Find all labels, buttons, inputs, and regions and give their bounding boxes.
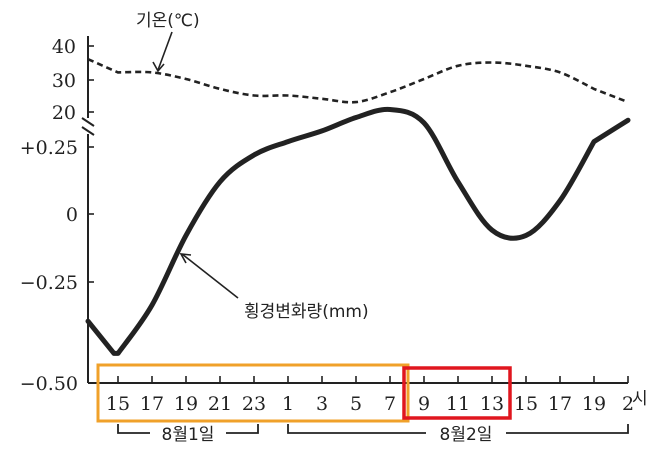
x-tick-label: 17	[140, 393, 164, 415]
x-tick-label: 15	[106, 393, 130, 415]
strain-ticks: +0.25 0 −0.25 −0.50	[20, 137, 94, 395]
x-ticks	[117, 376, 629, 383]
x-tick-label: 17	[548, 393, 572, 415]
x-tick-label: 13	[480, 393, 504, 415]
temperature-pointer-arrowhead	[152, 61, 165, 73]
x-tick-label: 19	[582, 393, 606, 415]
temperature-label-pointer	[157, 31, 173, 71]
strain-series-label: 횡경변화량(mm)	[244, 302, 369, 322]
strain-tick-label: −0.25	[20, 272, 78, 294]
x-tick-label: 21	[208, 393, 232, 415]
x-tick-label: 5	[350, 393, 362, 415]
x-tick-labels: 15 17 19 21 23 1 3 5 7 9 11 13 15 17 19 2	[106, 393, 634, 415]
x-tick-label: 3	[316, 393, 328, 415]
day-bracket-aug2	[287, 424, 629, 434]
strain-tick-label: −0.50	[20, 373, 78, 395]
day-label-aug1: 8월1일	[162, 425, 215, 445]
x-unit-label: 시	[632, 389, 648, 409]
strain-series-line	[85, 106, 631, 356]
temp-tick-label: 30	[52, 70, 76, 92]
day-bracket-aug1	[117, 424, 259, 434]
x-tick-label: 7	[384, 393, 396, 415]
strain-tick-label: +0.25	[20, 137, 78, 159]
strain-tick-label: 0	[66, 204, 78, 226]
temp-tick-label: 20	[52, 102, 76, 124]
x-tick-label: 15	[514, 393, 538, 415]
x-tick-label: 9	[418, 393, 430, 415]
highlight-box-orange	[96, 363, 410, 423]
axis-break-mark	[81, 117, 95, 136]
x-tick-label: 19	[174, 393, 198, 415]
temperature-series-line	[87, 58, 629, 104]
temperature-ticks: 40 30 20	[52, 36, 94, 124]
day-label-aug2: 8월2일	[440, 425, 493, 445]
x-tick-label: 11	[446, 393, 470, 415]
x-tick-label: 2	[622, 393, 634, 415]
x-tick-label: 23	[242, 393, 266, 415]
highlight-box-red	[402, 366, 512, 420]
x-tick-label: 1	[282, 393, 294, 415]
temp-tick-label: 40	[52, 36, 76, 58]
strain-label-pointer	[181, 253, 239, 299]
temperature-series-label: 기온(℃)	[136, 11, 200, 31]
strain-pointer-arrowhead	[179, 253, 192, 264]
